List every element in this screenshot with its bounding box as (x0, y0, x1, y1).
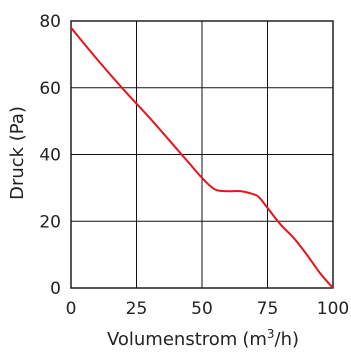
y-tick-label: 20 (39, 212, 61, 232)
x-tick-label: 75 (257, 299, 279, 319)
y-tick-label: 80 (39, 12, 61, 32)
series-line (70, 27, 334, 289)
x-tick-label: 50 (191, 299, 213, 319)
y-axis-label: Druck (Pa) (7, 106, 28, 200)
x-axis-label-unit-tail: /h) (275, 329, 300, 350)
plot-frame (70, 20, 334, 289)
series-layer (70, 27, 334, 289)
x-axis-label-name: Volumenstrom (107, 329, 237, 350)
y-tick-label: 60 (39, 79, 61, 99)
y-tick-labels: 0 20 40 60 80 (39, 12, 61, 299)
x-axis-label-unit: (m (242, 329, 267, 350)
y-tick-label: 0 (50, 279, 61, 299)
x-tick-label: 100 (317, 299, 349, 319)
x-tick-label: 25 (126, 299, 148, 319)
x-axis-label: Volumenstrom (m3/h) (107, 327, 299, 350)
y-tick-label: 40 (39, 146, 61, 166)
x-tick-label: 0 (66, 299, 77, 319)
grid-lines (70, 20, 334, 289)
x-tick-labels: 0 25 50 75 100 (66, 299, 350, 319)
x-axis-label-unit-superscript: 3 (267, 327, 275, 341)
